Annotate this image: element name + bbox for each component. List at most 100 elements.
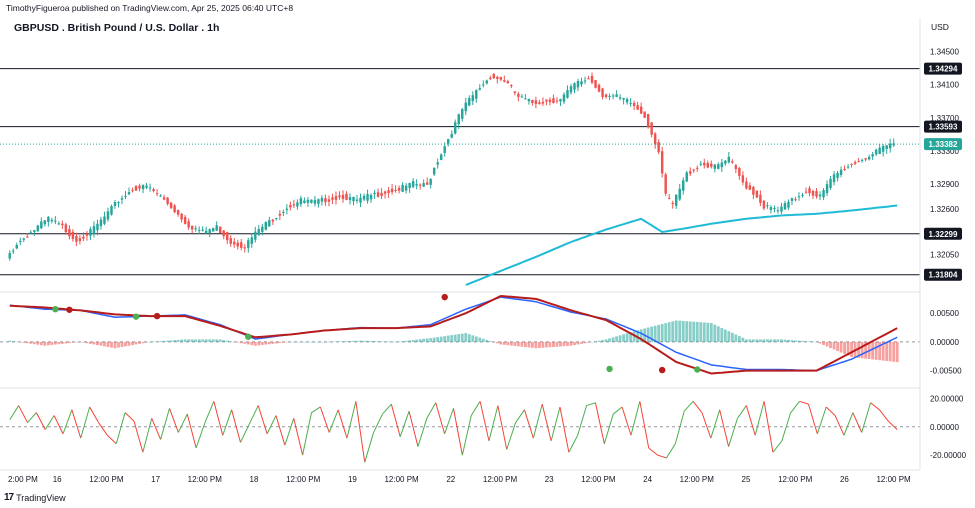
candle-body [47,216,50,222]
candle-body [15,244,18,249]
macd-histogram-bar [597,340,601,342]
candle-body [485,80,489,84]
osc-segment [737,405,747,419]
level-tag [924,268,962,281]
candle-body [380,192,383,196]
candle-body [731,161,734,163]
macd-histogram-bar [769,339,773,342]
macd-histogram-bar [250,341,254,346]
candle-body [103,216,106,224]
candle-body [832,174,836,183]
osc-segment [710,409,721,439]
time-tick-label: 12:00 PM [188,475,223,484]
macd-cross-marker [606,365,613,373]
macd-histogram-bar [22,341,26,343]
osc-segment [27,412,37,423]
macd-histogram-bar [502,341,506,345]
osc-segment [515,409,525,423]
macd-histogram-bar [176,339,180,342]
candle-body [439,154,443,160]
currency-label[interactable]: USD [931,22,949,32]
macd-histogram-bar [555,341,559,347]
macd-histogram-bar [587,341,590,343]
osc-segment [683,400,694,412]
osc-segment [98,422,108,436]
macd-histogram-bar [811,341,815,343]
candle-body [36,225,40,232]
osc-segment [382,403,392,415]
macd-histogram-bar [278,341,282,344]
macd-histogram-bar [345,341,348,342]
macd-histogram-bar [660,323,664,342]
candle-body [811,190,815,196]
osc-segment [568,435,579,453]
macd-histogram-bar [776,339,780,342]
candle-body [468,98,471,106]
macd-histogram-bar [169,340,173,342]
time-tick-label: 12:00 PM [581,475,616,484]
candle-body [429,178,432,185]
candle-body [306,199,310,203]
candle-body [853,162,857,164]
candle-body [29,232,33,234]
osc-segment [284,418,295,446]
candle-body [33,230,36,232]
candle-body [745,181,748,189]
osc-segment [417,418,428,447]
macd-histogram-bar [380,341,383,342]
macd-histogram-bar [702,322,706,342]
osc-segment [213,401,224,436]
candle-body [166,197,169,205]
macd-histogram-bar [530,341,534,348]
time-tick-label: 22 [446,475,455,484]
macd-histogram-bar [664,323,668,342]
candle-body [510,85,513,87]
macd-histogram-bar [488,341,492,342]
macd-histogram-bar [239,341,243,344]
candle-body [534,100,538,104]
tradingview-brand[interactable]: 17 TradingView [4,492,66,503]
osc-segment [80,406,91,439]
candle-body [734,165,738,170]
macd-histogram-bar [460,333,464,342]
macd-histogram-bar [569,341,573,346]
level-tag [924,120,962,133]
macd-histogram-bar [15,341,19,343]
macd-histogram-bar [611,337,615,342]
macd-histogram-bar [801,340,804,342]
candle-body [674,194,678,206]
macd-histogram-bar [317,341,320,343]
time-tick-label: 12:00 PM [778,475,813,484]
candle-body [348,197,352,200]
candle-body [222,230,225,237]
macd-histogram-bar [96,341,99,346]
macd-histogram-bar [313,341,317,343]
candle-body [96,223,99,231]
osc-segment [355,401,366,463]
macd-histogram-bar [173,340,177,342]
osc-segment [807,404,818,435]
candle-body [650,122,653,135]
osc-segment [222,409,233,436]
candle-body [790,198,794,201]
macd-histogram-bar [762,339,766,342]
osc-segment [293,418,304,456]
macd-cross-marker [153,312,161,320]
macd-histogram-bar [320,341,324,343]
osc-segment [861,402,872,433]
candle-body [657,141,660,153]
candle-body [22,238,26,240]
macd-line [9,296,898,372]
macd-histogram-bar [411,340,415,342]
candle-body [78,238,82,242]
candle-body [162,197,166,200]
time-tick-label: 17 [151,475,160,484]
macd-histogram-bar [229,341,233,342]
macd-histogram-bar [338,341,341,342]
candle-body [664,174,667,194]
macd-histogram-bar [516,341,520,347]
macd-histogram-bar [730,332,734,342]
macd-histogram-bar [874,341,878,360]
candle-body [482,84,485,86]
